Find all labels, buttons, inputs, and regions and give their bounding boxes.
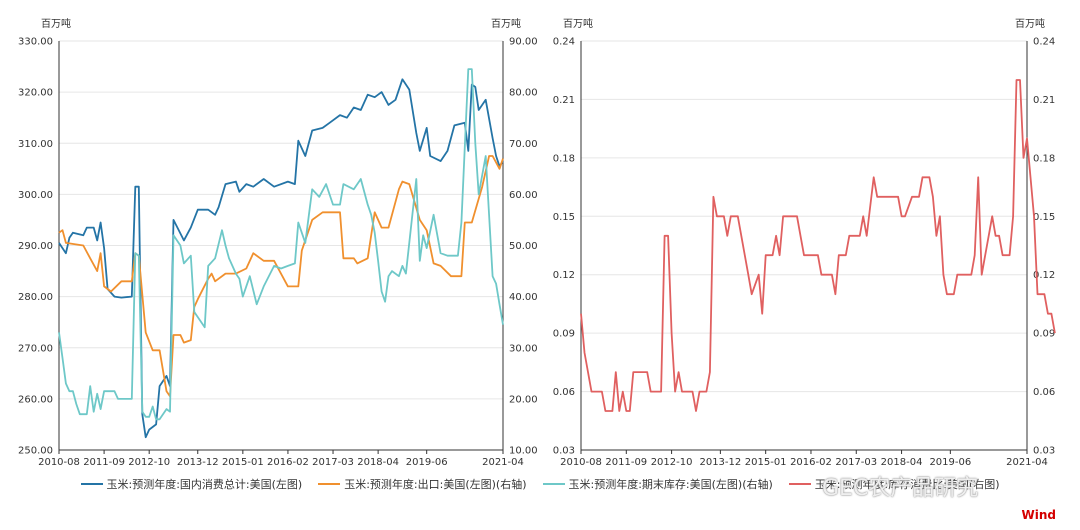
right-chart-y-left-tick: 0.21 bbox=[553, 95, 575, 106]
left-chart-y-left-tick: 310.00 bbox=[18, 139, 53, 150]
right-chart-y-right-tick: 0.15 bbox=[1033, 212, 1055, 223]
right-chart-series-line-ratio bbox=[580, 79, 1056, 412]
right-chart-x-tick-label: 2015-01 bbox=[745, 457, 787, 468]
legend-swatch-stock bbox=[542, 483, 565, 485]
wind-logo: Wind bbox=[1021, 508, 1056, 522]
left-chart-y-left-tick: 270.00 bbox=[18, 343, 53, 354]
left-chart-x-tick-label: 2011-09 bbox=[83, 457, 125, 468]
right-chart-y-left-tick: 0.03 bbox=[553, 446, 575, 457]
watermark: GEC农产品研究 bbox=[822, 476, 979, 501]
right-chart-x-tick-label: 2013-12 bbox=[699, 457, 741, 468]
right-chart-y-left-tick: 0.15 bbox=[553, 212, 575, 223]
right-chart-unit-right: 百万吨 bbox=[1015, 17, 1045, 30]
legend: 玉米:预测年度:国内消费总计:美国(左图) 玉米:预测年度:出口:美国(左图)(… bbox=[0, 474, 1080, 494]
right-chart: 0.03 0.06 0.09 0.12 0.15 0.18 0.21 0.24 0.03 0.06… bbox=[553, 17, 1056, 468]
left-chart-y-left-tick: 320.00 bbox=[18, 88, 53, 99]
right-chart-y-left-tick: 0.24 bbox=[553, 37, 575, 48]
left-chart-unit-right: 百万吨 bbox=[491, 17, 521, 30]
left-chart-x-tick-label: 2019-06 bbox=[406, 457, 448, 468]
left-chart-x-tick-label: 2017-03 bbox=[312, 457, 354, 468]
legend-item-ratio[interactable]: 玉米:预测年度:库存消费比:美国(右图) bbox=[788, 476, 1000, 492]
left-chart-y-left-tick: 250.00 bbox=[18, 446, 53, 457]
left-chart-y-right-tick: 90.00 bbox=[509, 37, 538, 48]
legend-label-stock: 玉米:预测年度:期末库存:美国(左图)(右轴) bbox=[568, 478, 773, 491]
right-chart-x-tick-label: 2012-10 bbox=[651, 457, 693, 468]
legend-item-stock[interactable]: 玉米:预测年度:期末库存:美国(左图)(右轴) bbox=[542, 476, 773, 492]
left-chart-x-tick-label: 2016-02 bbox=[267, 457, 309, 468]
left-chart-x-tick-label: 2012-10 bbox=[128, 457, 170, 468]
left-chart-x-tick-label: 2021-04 bbox=[482, 457, 524, 468]
left-chart-y-right-tick: 10.00 bbox=[509, 446, 538, 457]
right-chart-x-tick-label: 2011-09 bbox=[605, 457, 647, 468]
right-chart-y-right-tick: 0.21 bbox=[1033, 95, 1055, 106]
left-chart-y-left-tick: 280.00 bbox=[18, 292, 53, 303]
left-chart-y-right-tick: 60.00 bbox=[509, 190, 538, 201]
left-chart-y-left-tick: 300.00 bbox=[18, 190, 53, 201]
left-chart-y-right-tick: 80.00 bbox=[509, 88, 538, 99]
right-chart-x-tick-label: 2021-04 bbox=[1006, 457, 1048, 468]
left-chart-series-line-consumption bbox=[58, 78, 504, 439]
left-chart-series-line-stock bbox=[58, 68, 504, 421]
right-chart-y-right-tick: 0.03 bbox=[1033, 446, 1055, 457]
left-chart-y-left-tick: 290.00 bbox=[18, 241, 53, 252]
left-chart-x-tick-label: 2018-04 bbox=[357, 457, 399, 468]
right-chart-x-tick-label: 2019-06 bbox=[929, 457, 971, 468]
left-chart-y-left-tick: 260.00 bbox=[18, 394, 53, 405]
right-chart-y-right-tick: 0.06 bbox=[1033, 387, 1055, 398]
right-chart-y-right-tick: 0.18 bbox=[1033, 153, 1055, 164]
legend-label-consumption: 玉米:预测年度:国内消费总计:美国(左图) bbox=[106, 478, 303, 491]
left-chart: 250.00 260.00 270.00 280.00 290.00 300.00 310.… bbox=[18, 17, 538, 468]
legend-swatch-ratio bbox=[788, 483, 811, 485]
left-chart-unit-left: 百万吨 bbox=[41, 17, 71, 30]
left-chart-y-right-tick: 70.00 bbox=[509, 139, 538, 150]
left-chart-y-right-tick: 40.00 bbox=[509, 292, 538, 303]
right-chart-y-right-tick: 0.12 bbox=[1033, 270, 1055, 281]
right-chart-y-left-tick: 0.09 bbox=[553, 329, 575, 340]
right-chart-x-tick-label: 2010-08 bbox=[560, 457, 602, 468]
legend-label-export: 玉米:预测年度:出口:美国(左图)(右轴) bbox=[344, 478, 527, 491]
left-chart-x-tick-label: 2010-08 bbox=[38, 457, 80, 468]
right-chart-x-tick-label: 2018-04 bbox=[881, 457, 923, 468]
right-chart-x-tick-label: 2017-03 bbox=[835, 457, 877, 468]
left-chart-y-right-tick: 20.00 bbox=[509, 394, 538, 405]
right-chart-x-tick-label: 2016-02 bbox=[790, 457, 832, 468]
left-chart-x-tick-label: 2015-01 bbox=[222, 457, 264, 468]
left-chart-y-right-tick: 50.00 bbox=[509, 241, 538, 252]
legend-item-export[interactable]: 玉米:预测年度:出口:美国(左图)(右轴) bbox=[318, 476, 527, 492]
legend-swatch-consumption bbox=[80, 483, 103, 485]
left-chart-x-tick-label: 2013-12 bbox=[177, 457, 219, 468]
left-chart-y-right-tick: 30.00 bbox=[509, 343, 538, 354]
left-chart-series-line-export bbox=[58, 155, 504, 398]
right-chart-y-right-tick: 0.09 bbox=[1033, 329, 1055, 340]
right-chart-unit-left: 百万吨 bbox=[563, 17, 593, 30]
left-chart-y-left-tick: 330.00 bbox=[18, 37, 53, 48]
right-chart-y-left-tick: 0.18 bbox=[553, 153, 575, 164]
legend-label-ratio: 玉米:预测年度:库存消费比:美国(右图) bbox=[814, 478, 1000, 491]
legend-swatch-export bbox=[318, 483, 341, 485]
right-chart-y-right-tick: 0.24 bbox=[1033, 37, 1055, 48]
right-chart-y-left-tick: 0.06 bbox=[553, 387, 575, 398]
legend-item-consumption[interactable]: 玉米:预测年度:国内消费总计:美国(左图) bbox=[80, 476, 303, 492]
right-chart-y-left-tick: 0.12 bbox=[553, 270, 575, 281]
